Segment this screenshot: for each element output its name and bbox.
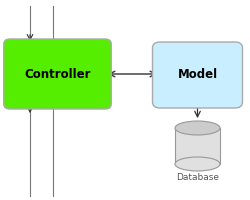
Polygon shape	[175, 128, 220, 164]
FancyBboxPatch shape	[152, 42, 242, 108]
Text: Model: Model	[178, 68, 218, 82]
Text: Database: Database	[176, 173, 219, 182]
Text: Controller: Controller	[24, 68, 91, 80]
Ellipse shape	[175, 121, 220, 135]
FancyBboxPatch shape	[4, 39, 111, 109]
Ellipse shape	[175, 157, 220, 171]
